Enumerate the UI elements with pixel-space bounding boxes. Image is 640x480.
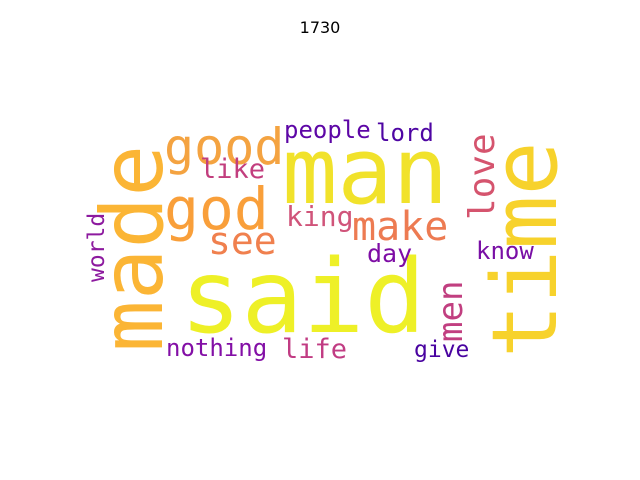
- word-see: see: [208, 219, 277, 263]
- word-men: men: [431, 281, 471, 342]
- word-said: said: [180, 238, 426, 357]
- word-make: make: [352, 204, 448, 250]
- word-day: day: [367, 239, 412, 268]
- word-good: good: [164, 118, 284, 176]
- word-god: god: [164, 175, 269, 243]
- word-lord: lord: [376, 119, 434, 147]
- word-give: give: [414, 337, 469, 363]
- word-time: time: [473, 141, 578, 358]
- word-love: love: [462, 133, 503, 220]
- word-life: life: [282, 334, 347, 365]
- word-made: made: [83, 145, 183, 352]
- figure-title: 1730: [299, 18, 341, 37]
- word-people: people: [284, 116, 371, 144]
- word-know: know: [476, 237, 534, 265]
- word-king: king: [286, 200, 353, 233]
- word-nothing: nothing: [166, 334, 267, 362]
- word-man: man: [282, 118, 448, 225]
- word-like: like: [200, 154, 265, 185]
- word-world: world: [84, 213, 110, 282]
